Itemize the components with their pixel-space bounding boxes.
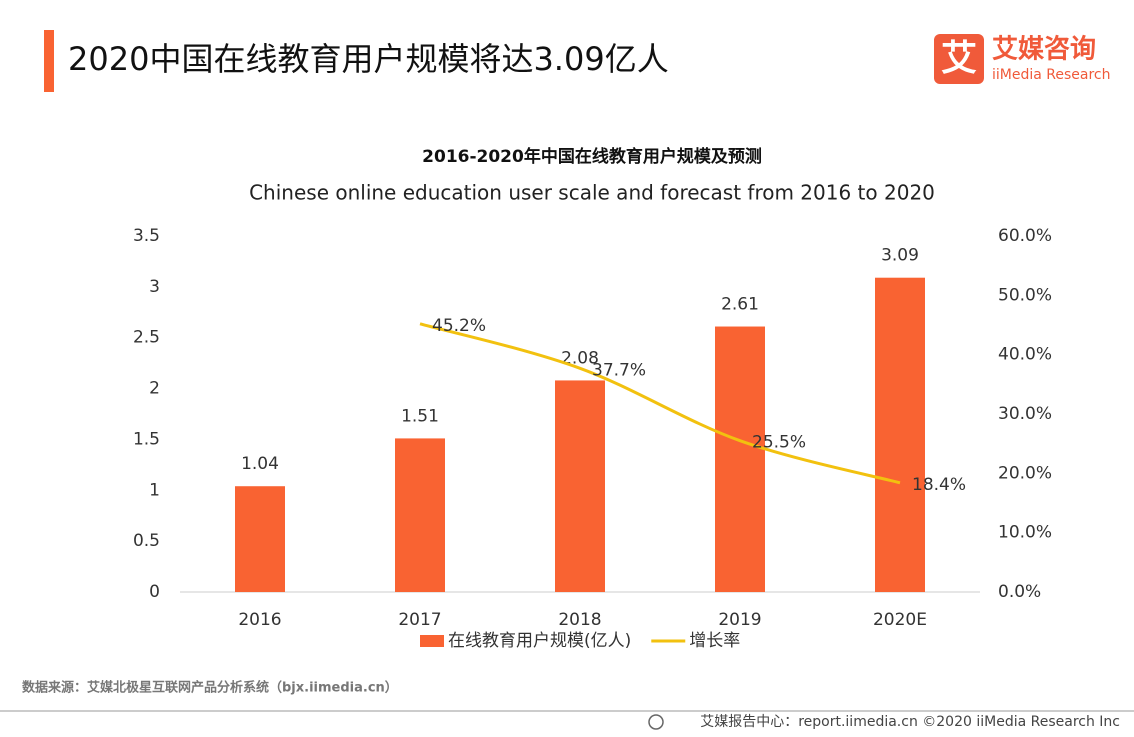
y-tick-label: 3.5 xyxy=(133,226,160,246)
legend-swatch xyxy=(420,635,444,647)
line-label: 25.5% xyxy=(752,433,806,453)
x-tick-label: 2019 xyxy=(718,610,761,630)
legend-label: 在线教育用户规模(亿人) xyxy=(448,631,631,651)
y2-tick-label: 10.0% xyxy=(998,523,1052,543)
bar xyxy=(395,438,445,592)
bar-label: 1.51 xyxy=(401,406,439,426)
y2-tick-label: 60.0% xyxy=(998,226,1052,246)
y-tick-label: 2 xyxy=(149,379,160,399)
chart-title: 2016-2020年中国在线教育用户规模及预测 xyxy=(422,146,762,167)
y-tick-label: 0.5 xyxy=(133,531,160,551)
bar-label: 2.61 xyxy=(721,295,759,315)
logo-icon-text: 艾 xyxy=(941,38,977,79)
line-label: 18.4% xyxy=(912,475,966,495)
x-tick-label: 2020E xyxy=(873,610,927,630)
y2-tick-label: 30.0% xyxy=(998,404,1052,424)
bar xyxy=(555,380,605,592)
y2-tick-label: 0.0% xyxy=(998,582,1041,602)
footer-icon xyxy=(648,714,664,730)
x-tick-label: 2016 xyxy=(238,610,281,630)
x-tick-label: 2017 xyxy=(398,610,441,630)
y-tick-label: 1 xyxy=(149,480,160,500)
bar-label: 3.09 xyxy=(881,246,919,266)
y-tick-label: 0 xyxy=(149,582,160,602)
y2-tick-label: 50.0% xyxy=(998,285,1052,305)
y-tick-label: 3 xyxy=(149,277,160,297)
bar xyxy=(235,486,285,592)
logo-cn: 艾媒咨询 xyxy=(992,34,1096,65)
line-label: 37.7% xyxy=(592,360,646,380)
line xyxy=(419,322,901,485)
y-tick-label: 1.5 xyxy=(133,429,160,449)
chart-subtitle: Chinese online education user scale and … xyxy=(249,181,935,205)
x-tick-label: 2018 xyxy=(558,610,601,630)
title-accent xyxy=(44,30,54,92)
y2-tick-label: 20.0% xyxy=(998,463,1052,483)
logo-icon xyxy=(934,34,984,84)
source: 数据来源：艾媒北极星互联网产品分析系统（bjx.iimedia.cn） xyxy=(22,680,398,696)
bar-label: 1.04 xyxy=(241,454,279,474)
footer: 艾媒报告中心：report.iimedia.cn ©2020 iiMedia R… xyxy=(700,714,1120,730)
page-title: 2020中国在线教育用户规模将达3.09亿人 xyxy=(68,40,669,78)
y-tick-label: 2.5 xyxy=(133,328,160,348)
line-label: 45.2% xyxy=(432,316,486,336)
legend-label: 增长率 xyxy=(689,631,740,651)
y2-tick-label: 40.0% xyxy=(998,345,1052,365)
bar xyxy=(875,277,925,592)
bar xyxy=(715,326,765,592)
logo-en: iiMedia Research xyxy=(992,67,1111,83)
